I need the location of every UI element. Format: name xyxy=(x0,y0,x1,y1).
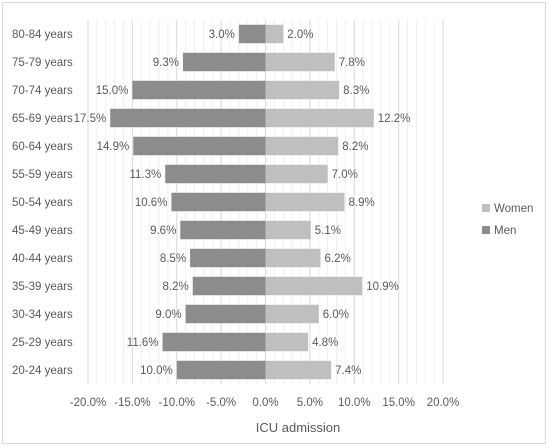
bar-men xyxy=(132,80,266,100)
data-label-men: 8.5% xyxy=(160,253,186,265)
bar-women xyxy=(265,192,345,212)
category-label: 65-69 years xyxy=(12,113,73,125)
data-label-women: 2.0% xyxy=(287,29,313,41)
data-label-women: 5.1% xyxy=(315,225,341,237)
legend-label: Men xyxy=(494,225,516,237)
bar-men xyxy=(133,136,266,156)
data-label-women: 7.8% xyxy=(339,57,365,69)
x-axis-title: ICU admission xyxy=(256,420,341,435)
data-label-men: 15.0% xyxy=(96,85,129,97)
bar-men xyxy=(190,248,266,268)
bar-women xyxy=(265,164,328,184)
data-label-women: 6.2% xyxy=(325,253,351,265)
data-label-men: 9.3% xyxy=(153,57,179,69)
bar-women xyxy=(265,332,309,352)
category-label: 50-54 years xyxy=(12,197,73,209)
data-label-men: 3.0% xyxy=(209,29,235,41)
bar-men xyxy=(182,52,266,72)
data-label-women: 7.4% xyxy=(335,365,361,377)
legend-label: Women xyxy=(494,203,533,215)
x-tick-label: -20.0% xyxy=(70,397,106,409)
category-label: 35-39 years xyxy=(12,281,73,293)
bar-women xyxy=(265,108,374,128)
x-tick-label: 10.0% xyxy=(338,397,371,409)
data-label-women: 4.8% xyxy=(312,337,338,349)
legend: Women Men xyxy=(482,203,533,237)
x-tick-label: 5.0% xyxy=(297,397,323,409)
data-label-men: 9.0% xyxy=(155,309,181,321)
data-label-men: 14.9% xyxy=(97,141,130,153)
bar-men xyxy=(162,332,266,352)
bar-men xyxy=(165,164,266,184)
x-tick-label: -5.0% xyxy=(206,397,236,409)
data-label-men: 11.6% xyxy=(127,337,159,349)
x-tick-labels: -20.0% -15.0% -10.0% -5.0% 0.0% 5.0% 10.0% 15.0… xyxy=(70,397,460,409)
data-label-men: 9.6% xyxy=(150,225,176,237)
bar-women xyxy=(265,24,284,44)
legend-swatch xyxy=(482,226,490,234)
x-tick-label: -10.0% xyxy=(159,397,195,409)
category-label: 55-59 years xyxy=(12,169,73,181)
x-tick-label: 20.0% xyxy=(427,397,460,409)
data-label-men: 11.3% xyxy=(129,169,161,181)
data-label-women: 12.2% xyxy=(378,113,411,125)
bar-women xyxy=(265,220,311,240)
bar-women xyxy=(265,304,319,324)
category-label: 80-84 years xyxy=(12,29,73,41)
x-tick-label: 15.0% xyxy=(382,397,415,409)
data-label-men: 17.5% xyxy=(74,113,107,125)
category-label: 75-79 years xyxy=(12,57,73,69)
bar-men xyxy=(192,276,266,296)
bar-women xyxy=(265,136,339,156)
bar-men xyxy=(176,360,266,380)
bar-women xyxy=(265,248,321,268)
data-label-women: 8.9% xyxy=(348,197,374,209)
data-label-women: 8.2% xyxy=(342,141,368,153)
data-label-men: 10.0% xyxy=(140,365,173,377)
bar-women xyxy=(265,360,332,380)
data-label-women: 8.3% xyxy=(343,85,369,97)
data-label-women: 6.0% xyxy=(323,309,349,321)
data-label-women: 7.0% xyxy=(332,169,358,181)
bar-women xyxy=(265,52,335,72)
bar-men xyxy=(171,192,266,212)
category-label: 70-74 years xyxy=(12,85,73,97)
bar-women xyxy=(265,276,363,296)
category-label: 25-29 years xyxy=(12,337,73,349)
category-labels: 80-84 years 75-79 years 70-74 years 65-69 y… xyxy=(12,29,73,377)
legend-swatch xyxy=(482,204,490,212)
data-label-men: 10.6% xyxy=(135,197,168,209)
bar-men xyxy=(110,108,266,128)
category-label: 20-24 years xyxy=(12,365,73,377)
category-label: 40-44 years xyxy=(12,253,73,265)
data-label-women: 10.9% xyxy=(366,281,399,293)
bar-men xyxy=(180,220,266,240)
category-label: 60-64 years xyxy=(12,141,73,153)
x-tick-label: -15.0% xyxy=(114,397,150,409)
x-tick-label: 0.0% xyxy=(252,397,278,409)
bar-women xyxy=(265,80,340,100)
category-label: 45-49 years xyxy=(12,225,73,237)
bars xyxy=(110,24,374,380)
data-label-men: 8.2% xyxy=(163,281,189,293)
bar-men xyxy=(238,24,266,44)
category-label: 30-34 years xyxy=(12,309,73,321)
data-labels: 2.0% 3.0% 7.8% 9.3% 8.3% 15.0% 12.2% 17.5% 8.2% 1… xyxy=(74,29,411,377)
bar-men xyxy=(185,304,266,324)
